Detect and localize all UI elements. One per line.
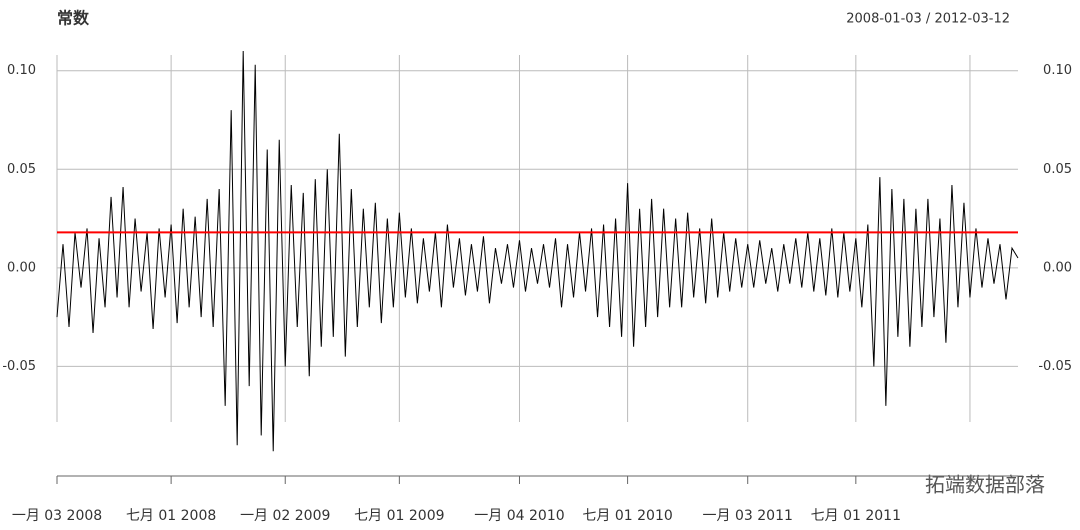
x-tick-label: 七月 01 2009	[354, 508, 444, 524]
x-tick-label: 一月 03 2011	[703, 508, 793, 524]
y-tick-label-right: 0.05	[1043, 162, 1072, 177]
date-range: 2008-01-03 / 2012-03-12	[846, 12, 1010, 27]
x-tick-label: 七月 01 2011	[811, 508, 901, 524]
y-tick-label-right: 0.00	[1043, 260, 1072, 275]
y-tick-label-right: -0.05	[1038, 359, 1072, 374]
y-tick-label: 0.00	[7, 260, 36, 275]
x-tick-label: 七月 01 2010	[582, 508, 672, 524]
x-tick-label: 一月 03 2008	[12, 508, 102, 524]
series-line	[56, 50, 1019, 452]
x-tick-label: 一月 02 2009	[240, 508, 330, 524]
x-tick-label: 一月 04 2010	[474, 508, 564, 524]
y-tick-label: 0.05	[7, 162, 36, 177]
y-tick-label: 0.10	[7, 63, 36, 78]
x-tick-label: 七月 01 2008	[126, 508, 216, 524]
chart-title: 常数	[57, 9, 90, 28]
y-tick-label: -0.05	[2, 359, 36, 374]
y-tick-label-right: 0.10	[1043, 63, 1072, 78]
